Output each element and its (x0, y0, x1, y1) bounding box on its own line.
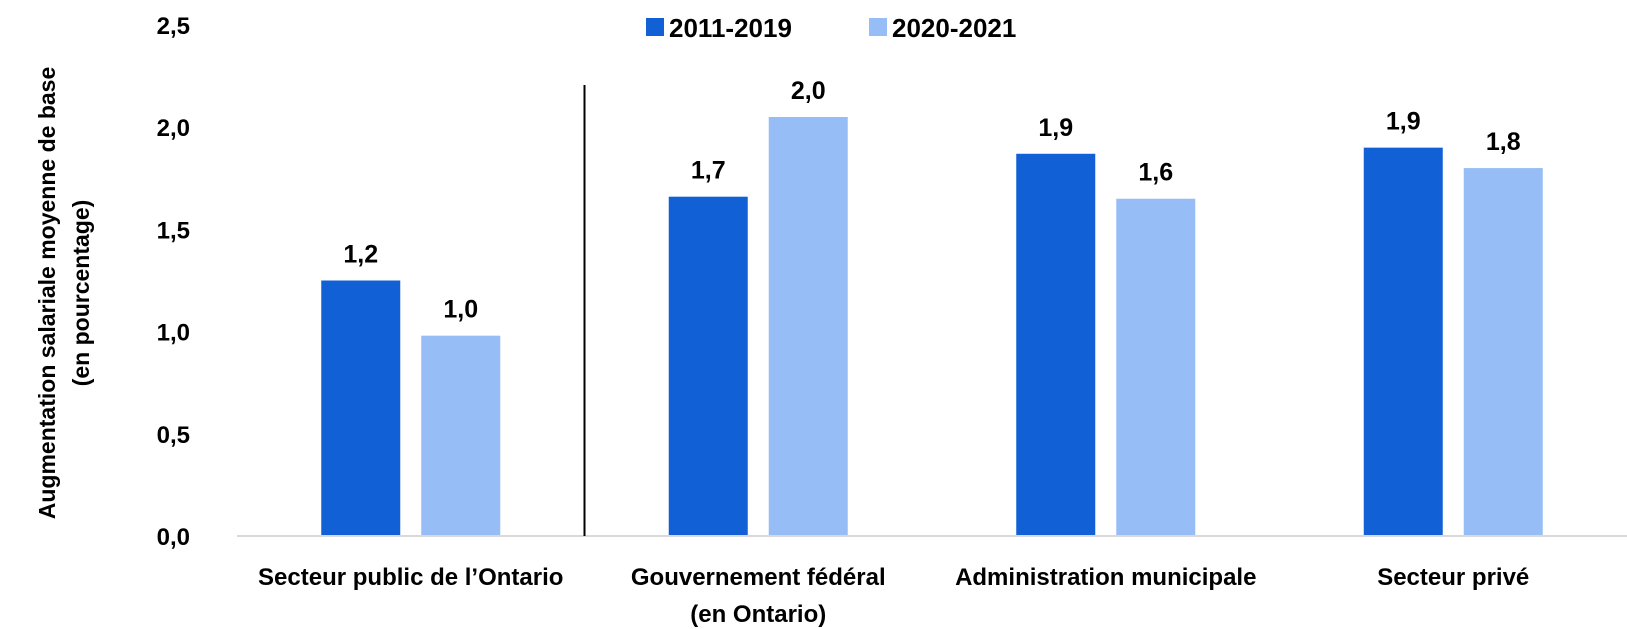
bar-2011-2019-3 (1363, 147, 1443, 536)
x-category-label: Gouvernement fédéral (631, 564, 886, 591)
bar-2011-2019-2 (1016, 153, 1096, 536)
bar-2020-2021-0 (421, 335, 501, 536)
data-label: 1,2 (343, 241, 378, 269)
bar-2020-2021-3 (1463, 168, 1543, 536)
bar-2011-2019-1 (668, 196, 748, 537)
legend-label: 2011-2019 (669, 13, 792, 43)
legend-label: 2020-2021 (892, 13, 1016, 43)
y-axis-ticks: 0,0 0,5 1,0 1,5 2,0 2,5 (157, 13, 190, 551)
x-category-label: (en Ontario) (690, 601, 826, 628)
y-tick-label: 0,5 (157, 422, 190, 449)
data-label: 1,8 (1486, 128, 1521, 156)
x-category-label: Secteur public de l’Ontario (258, 564, 563, 591)
data-label: 1,6 (1138, 159, 1173, 187)
bar-2020-2021-1 (768, 116, 848, 536)
x-category-label: Administration municipale (955, 564, 1256, 591)
y-axis-title-line: (en pourcentage) (68, 200, 94, 387)
y-axis-title-line: Augmentation salariale moyenne de base (34, 67, 60, 519)
data-label: 1,9 (1386, 108, 1421, 136)
y-tick-label: 1,5 (157, 217, 190, 244)
x-category-label: Secteur privé (1377, 564, 1529, 591)
bar-2011-2019-0 (321, 280, 401, 536)
legend-swatch (869, 18, 887, 36)
data-label: 1,0 (443, 296, 478, 324)
bars (321, 116, 1543, 537)
y-tick-label: 2,5 (157, 13, 190, 40)
y-tick-label: 2,0 (157, 115, 190, 142)
data-label: 1,7 (691, 157, 726, 185)
y-axis-title: Augmentation salariale moyenne de base (e… (34, 67, 94, 519)
legend: 2011-2019 2020-2021 (646, 13, 1016, 43)
data-labels: 1,2 1,0 1,7 2,0 1,9 1,6 1,9 1,8 (343, 77, 1520, 324)
y-tick-label: 0,0 (157, 524, 190, 551)
bar-2020-2021-2 (1116, 198, 1196, 537)
data-label: 1,9 (1038, 114, 1073, 142)
y-tick-label: 1,0 (157, 320, 190, 347)
legend-swatch (646, 18, 664, 36)
data-label: 2,0 (791, 77, 826, 105)
x-axis-category-labels: Secteur public de l’Ontario Gouvernement … (258, 564, 1529, 628)
